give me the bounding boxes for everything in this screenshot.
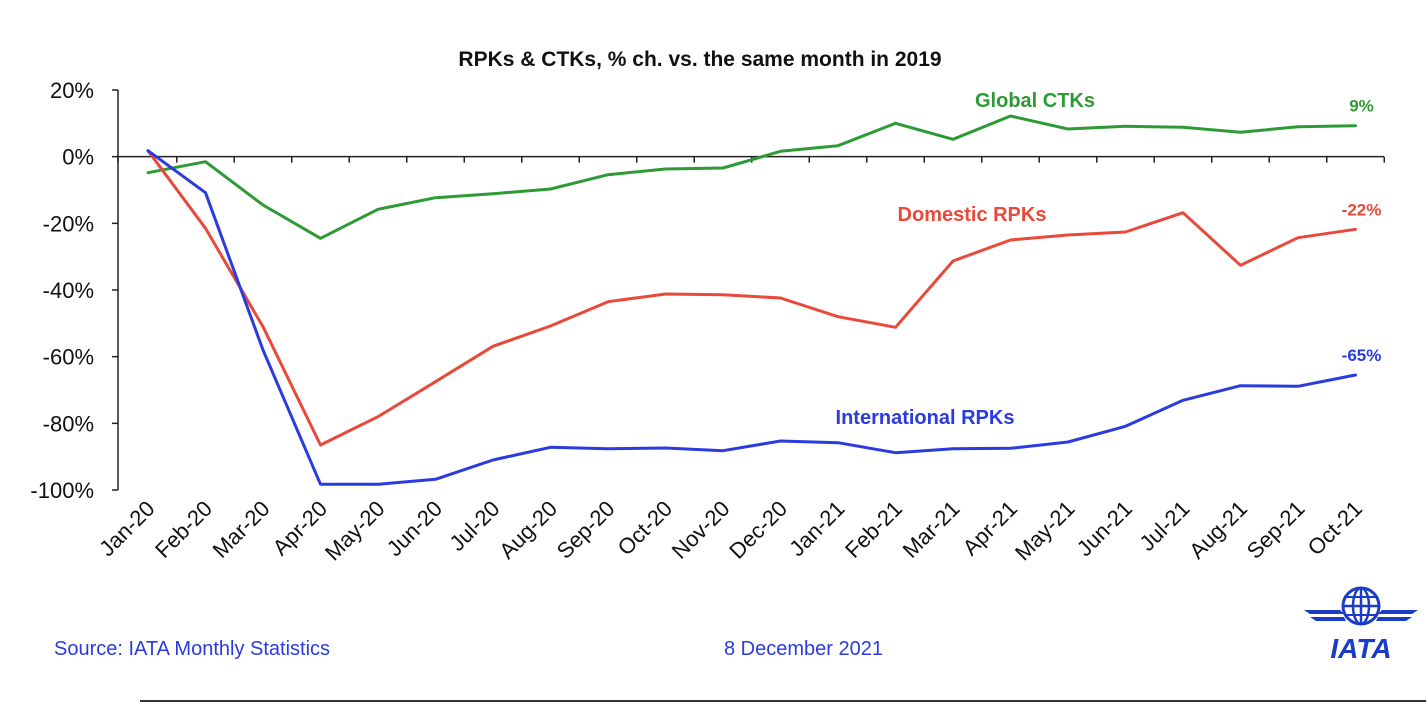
x-tick-label: Feb-20	[150, 496, 217, 563]
x-tick-label: Sep-21	[1242, 496, 1310, 564]
publication-date: 8 December 2021	[724, 638, 883, 660]
x-tick-label: Aug-21	[1184, 496, 1252, 564]
series-layer	[146, 114, 1357, 486]
iata-logo-text: IATA	[1330, 633, 1391, 664]
y-tick-label: -40%	[43, 278, 94, 303]
y-tick-label: -60%	[43, 345, 94, 370]
source-note: Source: IATA Monthly Statistics	[54, 638, 331, 660]
y-tick-label: -100%	[30, 478, 94, 503]
labels-layer: Global CTKs 9% Domestic RPKs -22% Internatio…	[836, 90, 1382, 429]
x-tick-label: Feb-21	[840, 496, 907, 563]
x-tick-label: Aug-20	[494, 496, 562, 564]
bottom-rule	[140, 700, 1426, 702]
y-tick-label: -80%	[43, 411, 94, 436]
x-tick-label: Jun-21	[1072, 496, 1137, 561]
y-tick-label: 0%	[62, 145, 94, 170]
x-tick-label: May-20	[320, 496, 390, 566]
chart-axes: 20%0%-20%-40%-60%-80%-100%Jan-20Feb-20Ma…	[30, 78, 1385, 566]
x-tick-label: Dec-20	[724, 496, 792, 564]
x-tick-label: Mar-21	[898, 496, 965, 563]
iata-logo: IATA	[1300, 584, 1422, 669]
series-end-label: 9%	[1349, 97, 1374, 116]
x-tick-label: May-21	[1010, 496, 1080, 566]
x-tick-label: Oct-20	[613, 496, 677, 560]
globe-icon: IATA	[1304, 586, 1418, 664]
y-tick-label: 20%	[50, 78, 94, 103]
series-end-label: -65%	[1342, 346, 1382, 365]
x-tick-label: Nov-20	[667, 496, 735, 564]
series-end-label: -22%	[1342, 200, 1382, 219]
x-tick-label: Sep-20	[552, 496, 620, 564]
series-label: Global CTKs	[975, 90, 1095, 112]
y-tick-label: -20%	[43, 211, 94, 236]
chart-title: RPKs & CTKs, % ch. vs. the same month in…	[458, 48, 941, 71]
series-line	[146, 149, 1357, 447]
x-tick-label: Jan-20	[94, 496, 159, 561]
x-tick-label: Mar-20	[208, 496, 275, 563]
line-chart: RPKs & CTKs, % ch. vs. the same month in…	[30, 48, 1385, 566]
series-label: Domestic RPKs	[898, 204, 1047, 226]
series-line	[146, 149, 1357, 486]
x-tick-label: Oct-21	[1303, 496, 1367, 560]
series-line	[146, 114, 1357, 240]
x-tick-label: Jan-21	[784, 496, 849, 561]
x-tick-label: Jun-20	[382, 496, 447, 561]
series-label: International RPKs	[836, 407, 1015, 429]
